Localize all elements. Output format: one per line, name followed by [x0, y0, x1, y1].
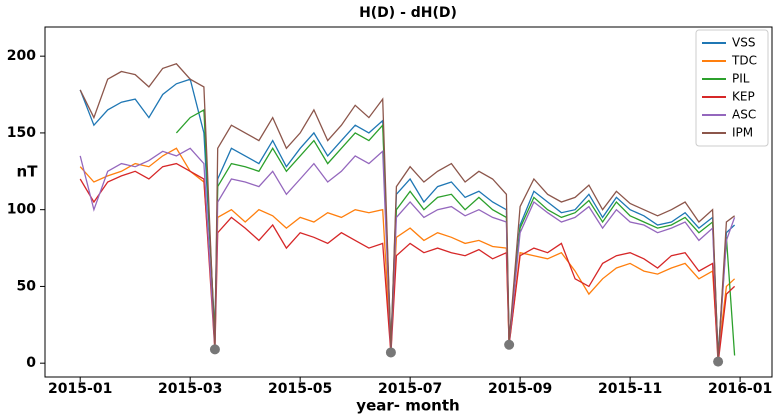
y-tick-label: 0 — [26, 355, 36, 371]
x-tick-label: 2015-07 — [378, 381, 442, 397]
x-tick-label: 2015-09 — [488, 381, 552, 397]
y-tick-label: 150 — [7, 125, 36, 141]
series-line — [79, 147, 736, 356]
y-tick-label: 100 — [7, 202, 36, 218]
y-axis-label: nT — [17, 163, 39, 181]
x-axis-label: year- month — [356, 397, 459, 415]
x-tick-label: 2015-05 — [268, 381, 332, 397]
legend-label: PIL — [732, 72, 750, 86]
legend-label: TDC — [731, 54, 757, 68]
legend-label: IPM — [732, 126, 753, 140]
marker-point — [209, 344, 220, 355]
series-line — [79, 147, 736, 361]
chart-title: H(D) - dH(D) — [359, 5, 457, 21]
series-line — [79, 78, 736, 356]
legend-label: KEP — [732, 90, 755, 104]
legend-label: VSS — [732, 36, 755, 50]
x-tick-label: 2015-03 — [158, 381, 222, 397]
x-tick-label: 2015-11 — [598, 381, 662, 397]
x-tick-label: 2015-01 — [48, 381, 112, 397]
legend-box — [695, 29, 769, 147]
series-line — [79, 162, 736, 364]
marker-point — [504, 339, 515, 350]
x-tick-label: 2016-01 — [708, 381, 772, 397]
plot-frame — [44, 26, 773, 378]
legend-label: ASC — [732, 108, 756, 122]
marker-point — [385, 347, 396, 358]
series-line — [79, 63, 735, 361]
y-tick-label: 50 — [17, 278, 37, 294]
series-line — [175, 108, 736, 359]
y-tick-label: 200 — [7, 48, 36, 64]
marker-point — [713, 356, 724, 367]
